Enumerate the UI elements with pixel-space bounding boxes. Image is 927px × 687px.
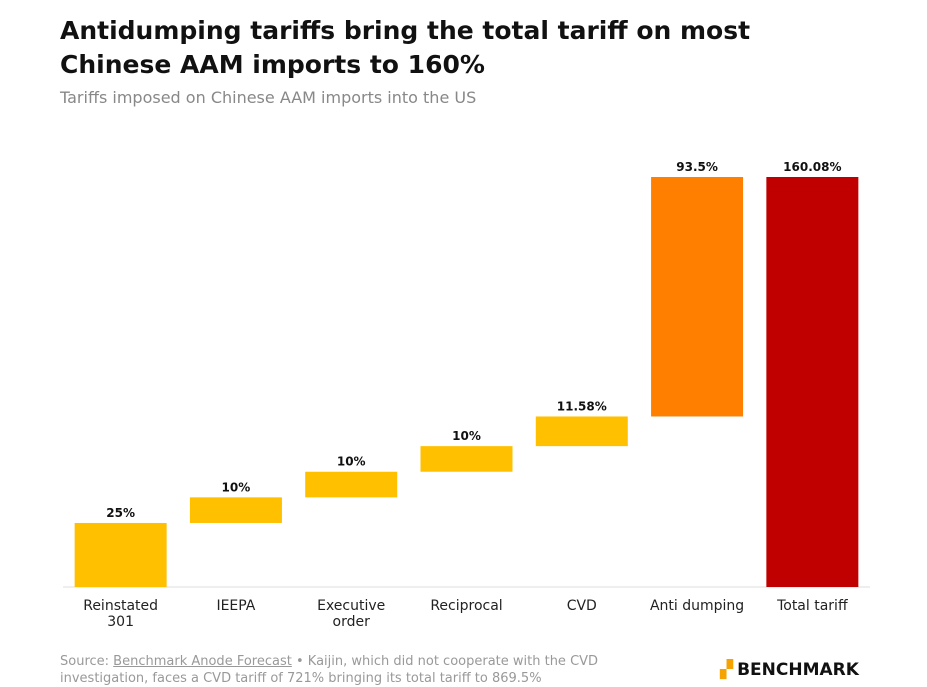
logo: ▞ BENCHMARK <box>720 660 859 680</box>
value-label: 10% <box>222 480 251 494</box>
note: • Kaijin, which did not cooperate with t… <box>60 654 599 686</box>
value-label: 10% <box>337 455 366 469</box>
x-tick-label: Reinstated 301 <box>83 598 159 630</box>
bar <box>651 177 744 417</box>
bar <box>420 446 513 472</box>
x-tick-label: Reciprocal <box>430 598 503 614</box>
x-tick-label: IEEPA <box>216 598 256 614</box>
source-prefix: Source: <box>60 654 110 669</box>
x-tick-label: Executive order <box>317 598 386 630</box>
source-link[interactable]: Benchmark Anode Forecast <box>113 654 292 669</box>
x-tick-label: Anti dumping <box>649 598 745 614</box>
value-label: 160.08% <box>783 160 841 174</box>
chart: 25% 10% 10% 10% 11.58% 93.5% 160.08% <box>63 160 870 588</box>
bar <box>74 522 167 587</box>
bar <box>305 471 398 498</box>
x-tick-label: Total tariff <box>777 598 848 614</box>
value-label: 93.5% <box>676 160 718 174</box>
value-label: 11.58% <box>557 399 607 413</box>
logo-text: BENCHMARK <box>737 660 859 680</box>
bar <box>766 177 859 587</box>
bar <box>535 416 628 447</box>
chart-title: Antidumping tariffs bring the total tari… <box>60 16 751 79</box>
value-label: 10% <box>452 429 481 443</box>
bar <box>189 497 282 523</box>
value-label: 25% <box>106 506 135 520</box>
footer: Source: Benchmark Anode Forecast • Kaiji… <box>60 653 660 687</box>
x-tick-label: CVD <box>566 598 597 614</box>
chart-subtitle: Tariffs imposed on Chinese AAM imports i… <box>60 88 477 107</box>
